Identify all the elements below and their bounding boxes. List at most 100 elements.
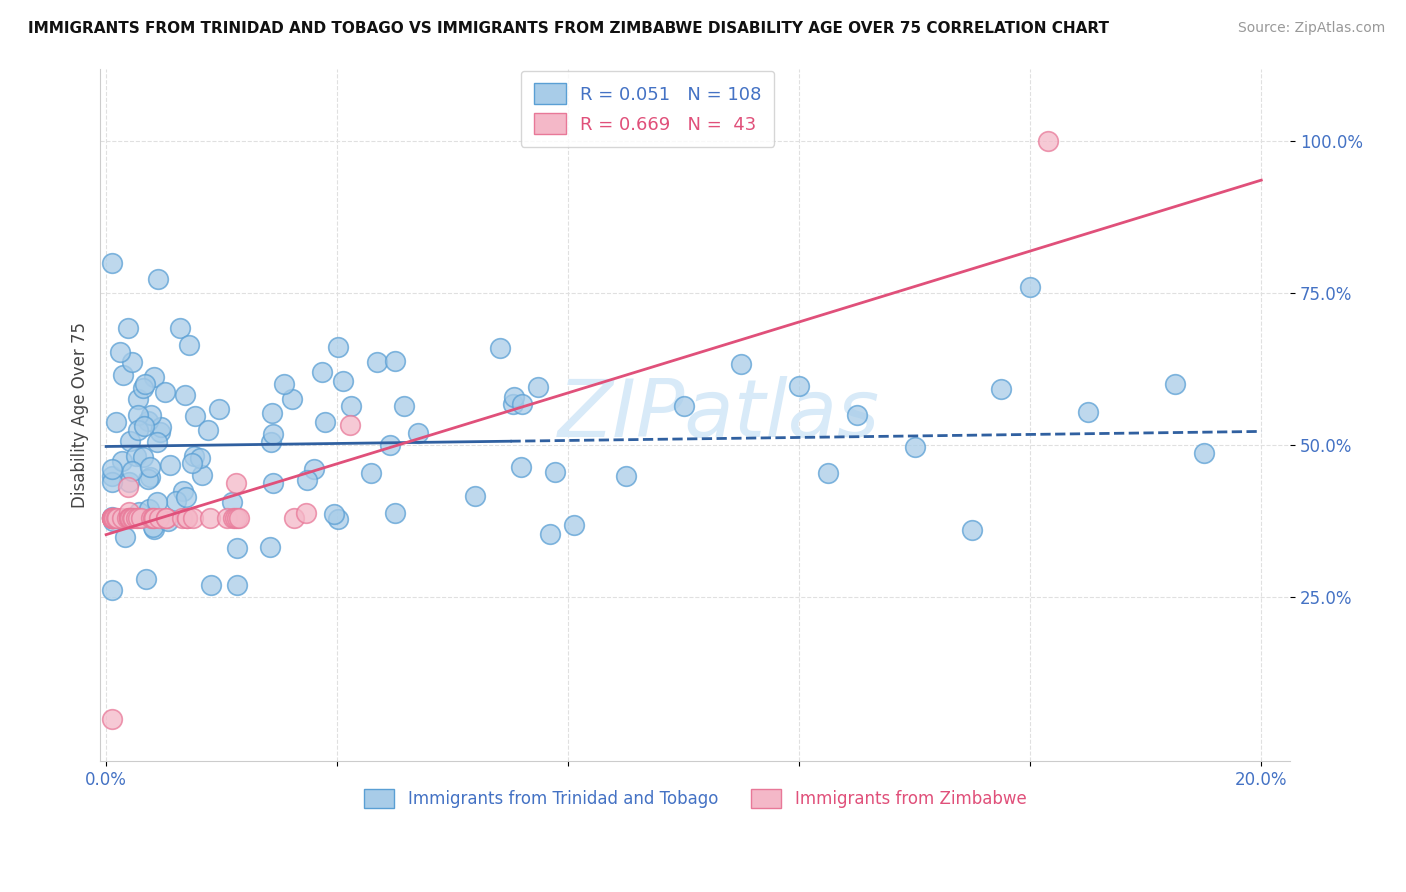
Point — [366, 355, 388, 369]
Point — [323, 507, 346, 521]
Point — [297, 473, 319, 487]
Point — [208, 401, 231, 416]
Point — [962, 523, 984, 537]
Point — [118, 434, 141, 448]
Point — [128, 505, 150, 519]
Point — [101, 509, 124, 524]
Point — [101, 475, 124, 490]
Point — [101, 511, 124, 525]
Point — [101, 511, 124, 525]
Point — [143, 369, 166, 384]
Point — [283, 511, 305, 525]
Point — [112, 512, 135, 526]
Point — [378, 438, 401, 452]
Point — [149, 425, 172, 439]
Point — [117, 475, 139, 489]
Point — [328, 512, 350, 526]
Point — [225, 541, 247, 555]
Point — [314, 415, 336, 429]
Point — [121, 511, 143, 525]
Point — [117, 480, 139, 494]
Point — [155, 511, 177, 525]
Point — [141, 511, 163, 525]
Point — [101, 511, 124, 525]
Point — [181, 511, 204, 525]
Point — [138, 502, 160, 516]
Point — [489, 342, 512, 356]
Point — [200, 578, 222, 592]
Point — [118, 505, 141, 519]
Point — [392, 399, 415, 413]
Point — [260, 434, 283, 449]
Point — [150, 420, 173, 434]
Point — [311, 365, 333, 379]
Point — [1077, 405, 1099, 419]
Point — [817, 467, 839, 481]
Point — [510, 397, 533, 411]
Y-axis label: Disability Age Over 75: Disability Age Over 75 — [72, 322, 89, 508]
Point — [134, 419, 156, 434]
Point — [174, 490, 197, 504]
Point — [117, 321, 139, 335]
Point — [225, 476, 247, 491]
Point — [105, 511, 128, 525]
Point — [101, 511, 124, 525]
Point — [787, 379, 810, 393]
Point — [1192, 446, 1215, 460]
Point — [188, 450, 211, 465]
Point — [105, 511, 128, 525]
Point — [153, 384, 176, 399]
Point — [132, 381, 155, 395]
Point — [262, 475, 284, 490]
Point — [730, 357, 752, 371]
Point — [101, 469, 124, 483]
Point — [134, 377, 156, 392]
Point — [384, 506, 406, 520]
Point — [228, 511, 250, 525]
Point — [562, 518, 585, 533]
Point — [215, 511, 238, 525]
Point — [222, 511, 245, 525]
Point — [502, 396, 524, 410]
Point — [197, 423, 219, 437]
Point — [360, 467, 382, 481]
Point — [614, 469, 637, 483]
Point — [101, 514, 124, 528]
Point — [139, 408, 162, 422]
Point — [146, 435, 169, 450]
Point — [273, 377, 295, 392]
Point — [111, 368, 134, 382]
Point — [176, 511, 198, 525]
Point — [191, 467, 214, 482]
Point — [172, 511, 194, 525]
Point — [165, 493, 187, 508]
Point — [101, 583, 124, 598]
Point — [225, 511, 247, 525]
Point — [114, 530, 136, 544]
Text: ZIPatlas: ZIPatlas — [558, 376, 880, 454]
Point — [464, 489, 486, 503]
Point — [259, 540, 281, 554]
Point — [544, 465, 567, 479]
Point — [136, 414, 159, 428]
Point — [142, 511, 165, 525]
Point — [108, 345, 131, 359]
Point — [121, 464, 143, 478]
Point — [672, 399, 695, 413]
Point — [169, 321, 191, 335]
Point — [526, 380, 548, 394]
Point — [177, 337, 200, 351]
Point — [139, 460, 162, 475]
Point — [136, 472, 159, 486]
Point — [904, 440, 927, 454]
Point — [101, 712, 124, 726]
Point — [103, 511, 125, 525]
Point — [326, 340, 349, 354]
Point — [146, 495, 169, 509]
Point — [172, 483, 194, 498]
Point — [118, 511, 141, 525]
Point — [139, 469, 162, 483]
Point — [159, 458, 181, 472]
Point — [111, 511, 134, 525]
Point — [135, 572, 157, 586]
